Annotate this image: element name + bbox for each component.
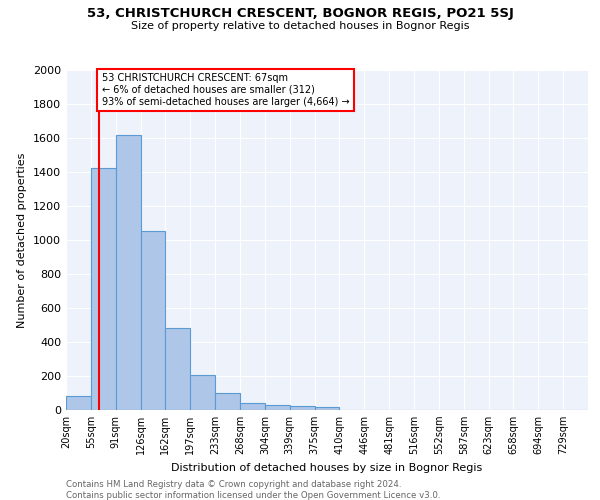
Bar [290, 406, 314, 410]
Bar [240, 403, 265, 410]
Bar [166, 328, 190, 410]
Bar [66, 396, 91, 410]
Bar [116, 134, 140, 410]
Text: Contains public sector information licensed under the Open Government Licence v3: Contains public sector information licen… [66, 491, 440, 500]
Bar [190, 375, 215, 410]
Bar [215, 393, 240, 410]
Text: Size of property relative to detached houses in Bognor Regis: Size of property relative to detached ho… [131, 21, 469, 31]
Text: 53, CHRISTCHURCH CRESCENT, BOGNOR REGIS, PO21 5SJ: 53, CHRISTCHURCH CRESCENT, BOGNOR REGIS,… [86, 8, 514, 20]
X-axis label: Distribution of detached houses by size in Bognor Regis: Distribution of detached houses by size … [172, 462, 482, 472]
Text: Contains HM Land Registry data © Crown copyright and database right 2024.: Contains HM Land Registry data © Crown c… [66, 480, 401, 489]
Bar [140, 232, 166, 410]
Y-axis label: Number of detached properties: Number of detached properties [17, 152, 28, 328]
Bar [91, 168, 116, 410]
Bar [265, 405, 290, 410]
Text: 53 CHRISTCHURCH CRESCENT: 67sqm
← 6% of detached houses are smaller (312)
93% of: 53 CHRISTCHURCH CRESCENT: 67sqm ← 6% of … [101, 74, 349, 106]
Bar [314, 407, 340, 410]
